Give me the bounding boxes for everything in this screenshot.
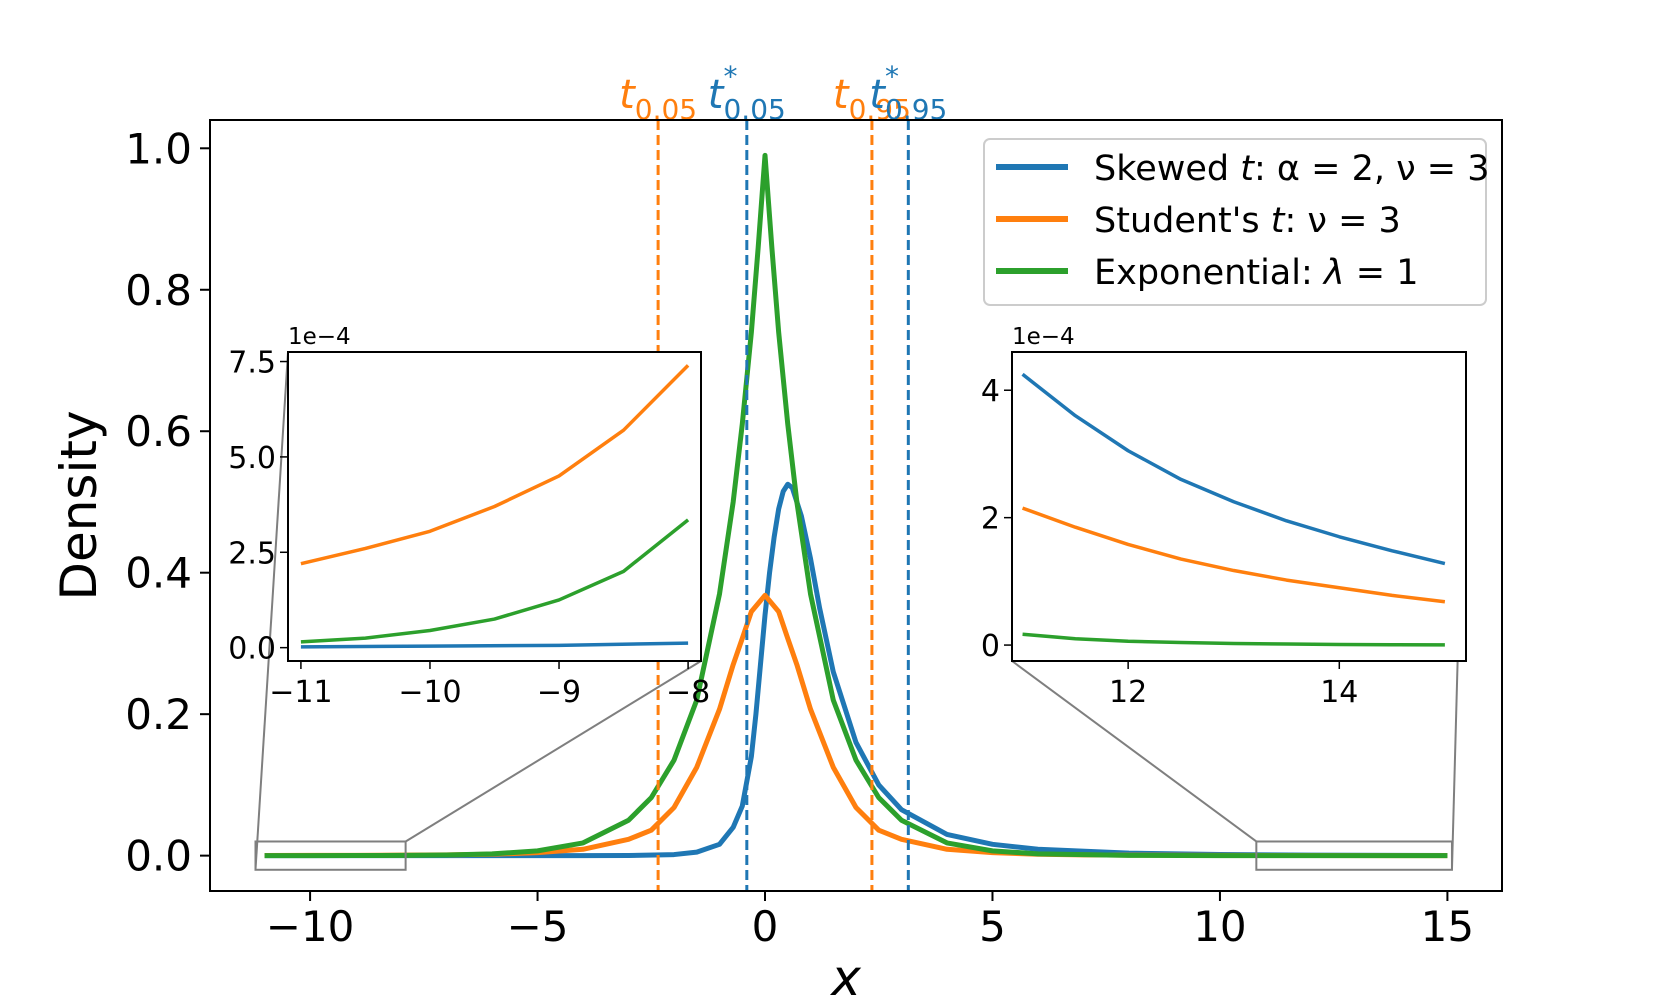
inset-left-zoom: −11 −10 −9 −8 0.0 2.5 5.0 7.5 1e−4 (228, 324, 710, 710)
inset-x-tick-label: 14 (1320, 675, 1358, 710)
series-line-2 (264, 152, 1448, 859)
inset-series-line-1 (300, 518, 690, 644)
legend-label-rest: : α = 2, ν = 3 (1254, 149, 1489, 189)
quantile-label-3: t* 0.95 (869, 60, 947, 126)
x-tick-label: 5 (979, 902, 1006, 951)
legend-label-var: λ (1322, 253, 1345, 293)
quantile-label-var: t (833, 72, 850, 118)
quantile-label-sub: 0.05 (635, 93, 697, 126)
quantile-label-star: * (885, 60, 899, 93)
inset-y-tick-label: 0.0 (228, 632, 276, 667)
inset-x-tick-label: −10 (398, 675, 461, 710)
x-axis-label: x (829, 949, 861, 997)
legend-label-0: Skewed t: α = 2, ν = 3 (1094, 149, 1490, 189)
inset-x-tick-label: −11 (269, 675, 332, 710)
quantile-label-var: t (619, 72, 636, 118)
inset-frame (287, 351, 702, 662)
inset-right-zoom: 12 14 0 2 4 1e−4 (981, 324, 1467, 710)
quantile-label-var: t (869, 72, 886, 118)
y-axis-label: Density (50, 410, 108, 600)
y-tick-label: 0.8 (125, 266, 192, 315)
inset-y-tick-label: 0 (981, 629, 1000, 664)
inset-scale-label: 1e−4 (288, 324, 351, 350)
series-line-0 (264, 481, 1448, 859)
quantile-label-sub: 0.95 (885, 93, 947, 126)
quantile-label-star: * (723, 60, 737, 93)
connector-line (1011, 660, 1257, 843)
inset-x-tick-label: 12 (1109, 675, 1147, 710)
inset-y-tick-label: 5.0 (228, 441, 276, 476)
inset-background (1012, 352, 1466, 661)
legend-label-prefix: Exponential: (1094, 253, 1324, 293)
x-tick-label: 10 (1193, 902, 1246, 951)
legend-box (983, 138, 1487, 306)
quantile-label-0: t0.05 (619, 72, 697, 126)
inset-series-line-1 (1021, 506, 1446, 604)
quantile-label-1: t* 0.05 (708, 60, 786, 126)
x-tick-label: −5 (507, 902, 569, 951)
x-tick-label: 0 (752, 902, 779, 951)
inset-y-tick-label: 2.5 (228, 536, 276, 571)
inset-y-tick-label: 2 (981, 502, 1000, 537)
inset-scale-label: 1e−4 (1012, 324, 1075, 350)
inset-series-line-0 (300, 364, 690, 566)
legend-label-prefix: Student's (1094, 201, 1271, 241)
inset-y-tick-label: 7.5 (228, 346, 276, 381)
plot-frame (209, 119, 1503, 892)
connector-line (405, 660, 702, 843)
inset-series-line-0 (1021, 372, 1446, 566)
connector-line (254, 351, 289, 870)
y-tick-label: 0.2 (125, 690, 192, 739)
inset-series-line-2 (1022, 632, 1445, 647)
y-tick-label: 0.4 (125, 549, 192, 598)
y-tick-label: 0.0 (125, 832, 192, 881)
quantile-label-sub: 0.05 (723, 93, 785, 126)
inset-frame (1011, 351, 1467, 662)
inset-series-line-2 (300, 641, 689, 649)
x-axis: −10 −5 0 5 10 15 (266, 891, 1474, 951)
legend-label-1: Student's t: ν = 3 (1094, 201, 1401, 241)
inset-x-tick-label: −8 (666, 675, 710, 710)
legend-label-rest: : ν = 3 (1285, 201, 1401, 241)
legend-label-rest: = 1 (1345, 253, 1419, 293)
legend-label-prefix: Skewed (1094, 149, 1240, 189)
x-tick-label: 15 (1421, 902, 1474, 951)
y-tick-label: 0.6 (125, 407, 192, 456)
quantile-label-var: t (708, 72, 725, 118)
legend-label-var: t (1271, 201, 1286, 241)
series-group (264, 152, 1448, 859)
y-tick-label: 1.0 (125, 124, 192, 173)
inset-x-tick-label: −9 (537, 675, 581, 710)
legend-label-2: Exponential: λ = 1 (1094, 253, 1418, 293)
y-axis: 0.0 0.2 0.4 0.6 0.8 1.0 (125, 124, 210, 881)
legend-label-var: t (1240, 149, 1255, 189)
inset-y-tick-label: 4 (981, 374, 1000, 409)
x-tick-label: −10 (266, 902, 355, 951)
